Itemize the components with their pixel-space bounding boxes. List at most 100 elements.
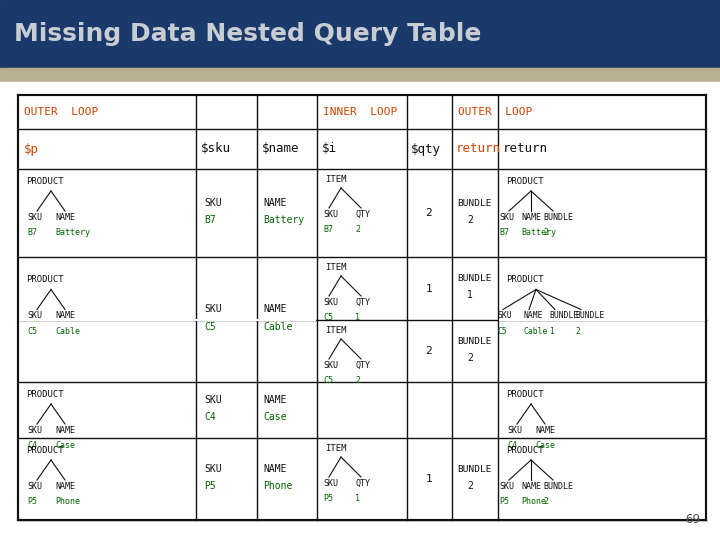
- Bar: [19, 319, 316, 321]
- Bar: [0, 0, 720, 68]
- Text: PRODUCT: PRODUCT: [26, 275, 63, 285]
- Text: QTY: QTY: [355, 298, 370, 307]
- Text: P5: P5: [27, 497, 37, 506]
- Text: SKU: SKU: [27, 482, 42, 491]
- Text: $i: $i: [322, 143, 337, 156]
- Text: NAME: NAME: [263, 305, 287, 314]
- Text: 2: 2: [355, 225, 360, 234]
- Text: Case: Case: [535, 441, 555, 450]
- Text: 1: 1: [467, 291, 473, 300]
- Text: BUNDLE: BUNDLE: [543, 213, 573, 222]
- Text: INNER  LOOP: INNER LOOP: [323, 107, 397, 117]
- Text: QTY: QTY: [355, 479, 370, 488]
- Text: Battery: Battery: [55, 228, 90, 237]
- Text: NAME: NAME: [263, 464, 287, 474]
- Text: NAME: NAME: [55, 482, 75, 491]
- Text: $sku: $sku: [201, 143, 231, 156]
- Text: PRODUCT: PRODUCT: [506, 446, 544, 455]
- Text: 1: 1: [355, 313, 360, 322]
- Bar: [499, 319, 705, 321]
- Text: Phone: Phone: [521, 497, 546, 506]
- Text: PRODUCT: PRODUCT: [506, 275, 544, 285]
- Text: PRODUCT: PRODUCT: [26, 390, 63, 399]
- Bar: [0, 82, 720, 540]
- Text: C4: C4: [27, 441, 37, 450]
- Text: NAME: NAME: [521, 482, 541, 491]
- Text: Phone: Phone: [263, 481, 292, 491]
- Text: NAME: NAME: [521, 213, 541, 222]
- Text: 1: 1: [426, 284, 433, 294]
- Text: SKU: SKU: [27, 213, 42, 222]
- Text: ITEM: ITEM: [325, 444, 346, 453]
- Text: C5: C5: [27, 327, 37, 335]
- Text: SKU: SKU: [497, 312, 512, 321]
- Text: Cable: Cable: [55, 327, 80, 335]
- Text: SKU: SKU: [204, 305, 222, 314]
- Text: 2: 2: [355, 376, 360, 385]
- Text: PRODUCT: PRODUCT: [506, 390, 544, 399]
- Text: SKU: SKU: [323, 298, 338, 307]
- Text: C4: C4: [204, 412, 216, 422]
- Text: SKU: SKU: [27, 312, 42, 321]
- Text: PRODUCT: PRODUCT: [26, 177, 63, 186]
- Bar: [197, 319, 256, 321]
- Text: Battery: Battery: [263, 215, 304, 225]
- Text: C5: C5: [204, 321, 216, 332]
- Text: SKU: SKU: [323, 210, 338, 219]
- Text: 2: 2: [543, 497, 548, 506]
- Text: BUNDLE: BUNDLE: [457, 199, 492, 207]
- Text: Phone: Phone: [55, 497, 80, 506]
- Text: NAME: NAME: [535, 426, 555, 435]
- Bar: [0, 68, 720, 82]
- Text: QTY: QTY: [355, 361, 370, 370]
- Text: return: return: [503, 143, 548, 156]
- Text: C4: C4: [507, 441, 517, 450]
- Text: BUNDLE: BUNDLE: [457, 464, 492, 474]
- Text: return: return: [456, 143, 501, 156]
- Text: NAME: NAME: [263, 198, 287, 208]
- Text: SKU: SKU: [323, 479, 338, 488]
- Text: Battery: Battery: [521, 228, 556, 237]
- Text: B7: B7: [323, 225, 333, 234]
- Text: $name: $name: [262, 143, 300, 156]
- Text: B7: B7: [204, 215, 216, 225]
- Text: 69: 69: [685, 513, 700, 526]
- Text: Missing Data Nested Query Table: Missing Data Nested Query Table: [14, 22, 482, 46]
- Text: $qty: $qty: [411, 143, 441, 156]
- Text: BUNDLE: BUNDLE: [457, 336, 492, 346]
- Text: ITEM: ITEM: [325, 175, 346, 184]
- Text: BUNDLE: BUNDLE: [457, 274, 492, 283]
- Text: 2: 2: [575, 327, 580, 335]
- Text: 2: 2: [467, 481, 473, 491]
- Text: 1: 1: [549, 327, 554, 335]
- Text: SKU: SKU: [499, 482, 514, 491]
- Text: NAME: NAME: [523, 312, 542, 321]
- Text: ITEM: ITEM: [325, 326, 346, 335]
- Text: OUTER  LOOP: OUTER LOOP: [24, 107, 98, 117]
- Text: 2: 2: [426, 208, 433, 218]
- Bar: [18, 95, 706, 520]
- Text: Case: Case: [263, 412, 287, 422]
- Text: P5: P5: [499, 497, 509, 506]
- Text: NAME: NAME: [263, 395, 287, 405]
- Text: NAME: NAME: [55, 213, 75, 222]
- Text: BUNDLE: BUNDLE: [549, 312, 578, 321]
- Text: C5: C5: [323, 376, 333, 385]
- Text: BUNDLE: BUNDLE: [543, 482, 573, 491]
- Text: 2: 2: [467, 353, 473, 363]
- Text: PRODUCT: PRODUCT: [506, 177, 544, 186]
- Text: NAME: NAME: [55, 312, 75, 321]
- Text: C5: C5: [497, 327, 507, 335]
- Text: SKU: SKU: [204, 464, 222, 474]
- Text: 1: 1: [355, 494, 360, 503]
- Text: ITEM: ITEM: [325, 263, 346, 272]
- Text: PRODUCT: PRODUCT: [26, 446, 63, 455]
- Text: SKU: SKU: [27, 426, 42, 435]
- Text: SKU: SKU: [323, 361, 338, 370]
- Text: 2: 2: [543, 228, 548, 237]
- Text: P5: P5: [204, 481, 216, 491]
- Text: C5: C5: [323, 313, 333, 322]
- Text: NAME: NAME: [55, 426, 75, 435]
- Text: P5: P5: [323, 494, 333, 503]
- Text: BUNDLE: BUNDLE: [575, 312, 604, 321]
